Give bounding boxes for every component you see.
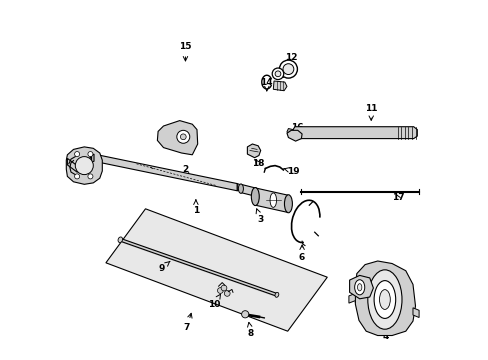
- Text: 18: 18: [251, 159, 264, 168]
- Text: 19: 19: [284, 166, 299, 175]
- Ellipse shape: [379, 289, 389, 309]
- Circle shape: [88, 174, 93, 179]
- Polygon shape: [67, 156, 91, 172]
- Circle shape: [283, 64, 293, 75]
- Polygon shape: [89, 154, 94, 162]
- Circle shape: [177, 130, 189, 143]
- Circle shape: [75, 152, 80, 157]
- Text: 9: 9: [158, 261, 169, 273]
- Polygon shape: [286, 130, 302, 141]
- Polygon shape: [292, 127, 416, 139]
- Polygon shape: [355, 261, 415, 336]
- Ellipse shape: [269, 193, 276, 207]
- Polygon shape: [247, 144, 260, 158]
- Text: 16: 16: [290, 123, 303, 138]
- Text: 3: 3: [256, 209, 264, 224]
- Text: 7: 7: [183, 313, 192, 332]
- Polygon shape: [237, 184, 241, 191]
- Ellipse shape: [284, 195, 292, 213]
- Polygon shape: [348, 293, 355, 303]
- Ellipse shape: [373, 281, 395, 318]
- Polygon shape: [273, 81, 286, 91]
- Ellipse shape: [354, 280, 364, 295]
- Circle shape: [88, 152, 93, 157]
- Ellipse shape: [118, 237, 122, 243]
- Polygon shape: [241, 184, 255, 196]
- Text: 13: 13: [272, 71, 285, 80]
- Ellipse shape: [274, 292, 278, 297]
- Ellipse shape: [251, 188, 259, 206]
- Text: 11: 11: [364, 104, 377, 120]
- Text: 10: 10: [207, 294, 220, 309]
- Circle shape: [279, 60, 297, 78]
- Ellipse shape: [367, 270, 401, 329]
- Circle shape: [217, 288, 223, 293]
- Text: 5: 5: [352, 291, 359, 305]
- Circle shape: [75, 157, 93, 175]
- Circle shape: [241, 311, 248, 318]
- Text: 12: 12: [285, 53, 297, 68]
- Text: 1: 1: [192, 200, 199, 215]
- Polygon shape: [157, 121, 197, 155]
- Text: 6: 6: [298, 245, 305, 262]
- Circle shape: [221, 285, 226, 291]
- Ellipse shape: [238, 184, 243, 193]
- Circle shape: [224, 291, 230, 296]
- Text: 15: 15: [179, 42, 191, 61]
- Text: 8: 8: [247, 322, 254, 338]
- Ellipse shape: [357, 284, 361, 291]
- Text: 17: 17: [391, 194, 404, 202]
- Text: 2: 2: [182, 165, 188, 177]
- Circle shape: [75, 174, 80, 179]
- Circle shape: [275, 71, 280, 77]
- Circle shape: [272, 68, 283, 80]
- Polygon shape: [255, 188, 287, 212]
- Circle shape: [180, 134, 186, 140]
- Text: 4: 4: [382, 325, 388, 341]
- Polygon shape: [412, 308, 418, 318]
- Polygon shape: [349, 275, 373, 299]
- Polygon shape: [66, 147, 102, 184]
- Polygon shape: [106, 209, 326, 331]
- Text: 14: 14: [260, 78, 273, 91]
- Polygon shape: [94, 154, 237, 191]
- Polygon shape: [286, 129, 292, 135]
